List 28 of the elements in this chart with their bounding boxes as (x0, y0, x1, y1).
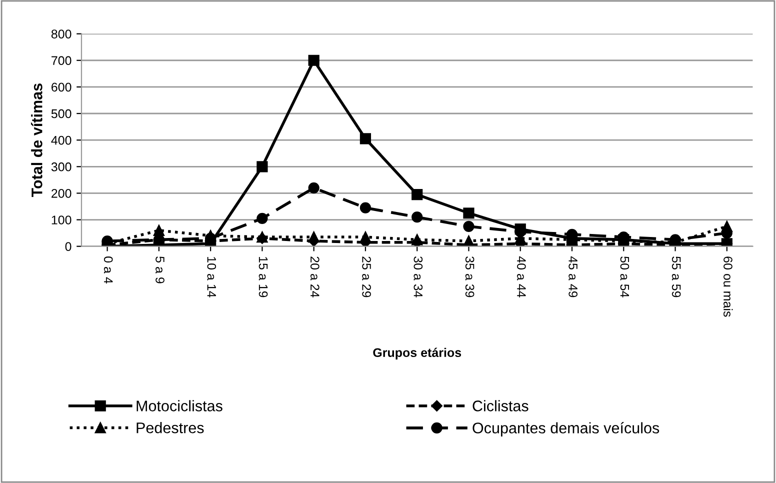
x-tick-label: 5 a 9 (156, 256, 164, 284)
y-tick-label: 500 (51, 109, 72, 118)
legend-label: Pedestres (136, 422, 204, 434)
y-tick-label: 100 (52, 216, 72, 224)
y-tick-label: 700 (52, 56, 72, 66)
legend-label: Ciclistas (472, 400, 528, 412)
x-tick-label: 60 ou mais (724, 256, 733, 317)
x-tick-label: 30 a 34 (414, 256, 423, 298)
y-tick-label: 0 (65, 242, 72, 251)
x-tick-label: 40 a 44 (517, 256, 526, 298)
y-axis-title: Total de vítimas (30, 84, 42, 198)
y-tick-label: 400 (51, 136, 72, 145)
y-tick-label: 600 (52, 82, 72, 92)
x-tick-label: 10 a 14 (207, 257, 216, 298)
y-tick-label: 800 (51, 30, 72, 38)
x-tick-label: 45 a 49 (568, 256, 578, 298)
x-axis-title: Grupos etários (373, 348, 462, 360)
legend-label: Ocupantes demais veículos (472, 422, 660, 436)
x-tick-label: 20 a 24 (310, 256, 320, 298)
y-tick-label: 200 (52, 189, 72, 198)
x-tick-label: 0 a 4 (104, 256, 113, 284)
x-tick-label: 15 a 19 (258, 257, 268, 298)
y-tick-label: 300 (51, 162, 72, 172)
x-tick-label: 25 a 29 (362, 256, 371, 298)
x-tick-label: 55 a 59 (672, 256, 681, 298)
x-tick-label: 35 a 39 (465, 256, 474, 298)
x-tick-label: 50 a 54 (620, 256, 630, 298)
legend-label: Motociclistas (136, 400, 222, 412)
